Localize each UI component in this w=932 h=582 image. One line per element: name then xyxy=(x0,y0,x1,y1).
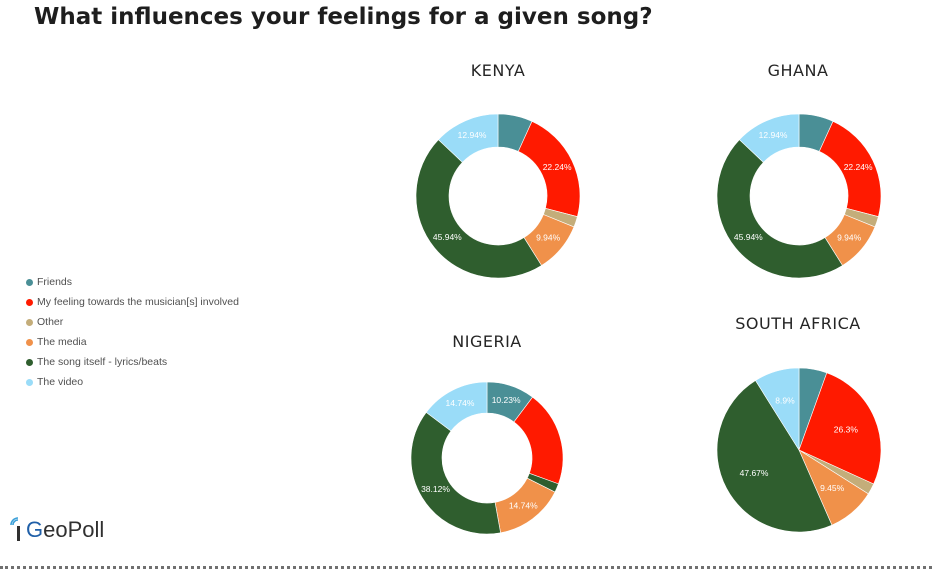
legend-item-song[interactable]: The song itself - lyrics/beats xyxy=(26,352,239,372)
logo-text: GeoPoll xyxy=(26,517,105,542)
slice-my-feeling-towards-the-musician-s-involved[interactable] xyxy=(798,372,882,485)
signal-icon xyxy=(10,517,20,541)
legend-item-other[interactable]: Other xyxy=(26,312,239,332)
legend-label: Other xyxy=(37,316,64,328)
legend-label: My feeling towards the musician[s] invol… xyxy=(37,296,239,308)
legend-swatch xyxy=(26,378,33,386)
legend-item-video[interactable]: The video xyxy=(26,372,239,392)
geopoll-logo: GeoPoll xyxy=(10,517,104,543)
data-label: 45.94% xyxy=(433,232,462,242)
slice-the-song-itself-lyrics-beats[interactable] xyxy=(415,139,542,279)
slice-the-song-itself-lyrics-beats[interactable] xyxy=(716,139,843,279)
legend-swatch xyxy=(26,318,33,326)
legend: Friends My feeling towards the musician[… xyxy=(26,272,239,392)
legend-swatch xyxy=(26,358,33,366)
legend-label: The song itself - lyrics/beats xyxy=(37,356,168,368)
legend-item-media[interactable]: The media xyxy=(26,332,239,352)
legend-label: The media xyxy=(37,336,87,348)
legend-label: Friends xyxy=(37,276,73,288)
slice-the-video[interactable] xyxy=(425,381,488,432)
slice-the-song-itself-lyrics-beats[interactable] xyxy=(716,380,833,533)
slice-the-song-itself-lyrics-beats[interactable] xyxy=(410,411,501,535)
slice-the-video[interactable] xyxy=(755,367,800,452)
data-label: 9.94% xyxy=(536,232,561,242)
chart-title-kenya: KENYA xyxy=(470,61,526,80)
legend-label: The video xyxy=(37,376,84,388)
data-label: 22.24% xyxy=(543,162,572,172)
legend-swatch xyxy=(26,278,33,286)
slice-the-video[interactable] xyxy=(437,113,499,163)
data-label: 12.94% xyxy=(458,130,487,140)
chart-title-south-africa: SOUTH AFRICA xyxy=(735,314,861,333)
legend-item-friends[interactable]: Friends xyxy=(26,272,239,292)
legend-swatch xyxy=(26,338,33,346)
page-title: What influences your feelings for a give… xyxy=(34,4,653,30)
legend-item-musician[interactable]: My feeling towards the musician[s] invol… xyxy=(26,292,239,312)
bottom-divider xyxy=(0,566,932,569)
chart-title-nigeria: NIGERIA xyxy=(452,332,522,351)
legend-swatch xyxy=(26,298,33,306)
slice-the-video[interactable] xyxy=(738,113,800,163)
chart-title-ghana: GHANA xyxy=(767,61,829,80)
